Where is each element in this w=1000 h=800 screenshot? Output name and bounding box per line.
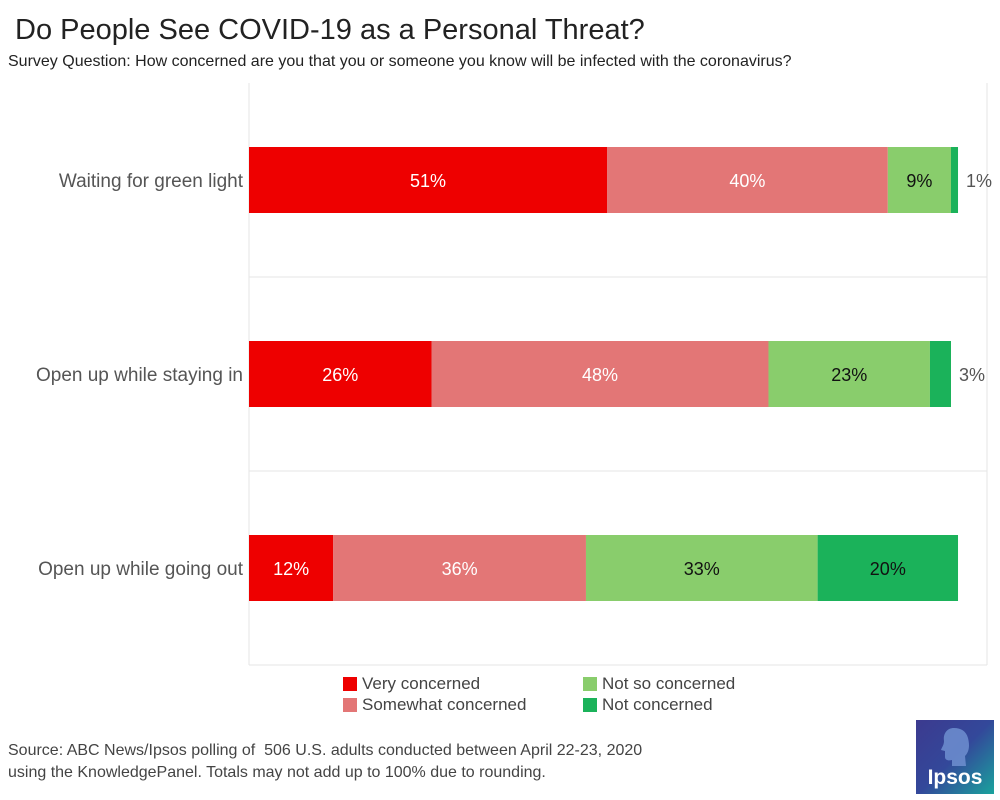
legend-item-not-concerned: Not concerned	[583, 695, 713, 715]
data-label: 33%	[684, 559, 720, 579]
legend-label: Very concerned	[362, 674, 481, 693]
bar-segment	[585, 535, 818, 601]
legend: Very concerned Somewhat concerned Not so…	[343, 674, 793, 716]
ipsos-logo-text: Ipsos	[927, 766, 983, 789]
data-label: 48%	[582, 365, 618, 385]
data-label: 9%	[906, 171, 932, 191]
legend-swatch	[583, 677, 597, 691]
bar-segment	[768, 341, 930, 407]
category-label: Open up while going out	[38, 559, 244, 580]
bar-segment	[607, 147, 888, 213]
legend-label: Somewhat concerned	[362, 695, 527, 714]
source-note: Source: ABC News/Ipsos polling of 506 U.…	[8, 740, 642, 784]
ipsos-logo: Ipsos	[916, 720, 994, 794]
data-label: 51%	[410, 171, 446, 191]
data-label: 3%	[959, 365, 985, 385]
legend-item-not-so-concerned: Not so concerned	[583, 674, 735, 694]
bar-segment	[249, 147, 608, 213]
bar-segment	[929, 341, 951, 407]
category-label: Open up while staying in	[36, 365, 243, 386]
data-label: 36%	[442, 559, 478, 579]
bar-segment	[887, 147, 951, 213]
ipsos-head-icon	[941, 728, 969, 766]
bar-segment	[249, 535, 334, 601]
chart-subtitle: Survey Question: How concerned are you t…	[8, 53, 792, 70]
chart-title: Do People See COVID-19 as a Personal Thr…	[15, 14, 645, 46]
data-label: 40%	[729, 171, 765, 191]
data-label: 23%	[831, 365, 867, 385]
bar-segment	[431, 341, 769, 407]
legend-swatch	[583, 698, 597, 712]
legend-item-very-concerned: Very concerned	[343, 674, 480, 694]
legend-item-somewhat-concerned: Somewhat concerned	[343, 695, 526, 715]
data-label: 26%	[322, 365, 358, 385]
bar-segment	[817, 535, 959, 601]
bar-segment	[249, 341, 432, 407]
data-label: 20%	[870, 559, 906, 579]
legend-swatch	[343, 698, 357, 712]
category-label: Waiting for green light	[59, 171, 244, 192]
data-label: 12%	[273, 559, 309, 579]
legend-label: Not concerned	[602, 695, 713, 714]
data-label: 1%	[966, 171, 992, 191]
bar-segment	[951, 147, 959, 213]
bar-segment	[333, 535, 586, 601]
legend-swatch	[343, 677, 357, 691]
source-line: Source: ABC News/Ipsos polling of 506 U.…	[8, 742, 643, 759]
legend-label: Not so concerned	[602, 674, 736, 693]
source-line: using the KnowledgePanel. Totals may not…	[8, 764, 546, 781]
